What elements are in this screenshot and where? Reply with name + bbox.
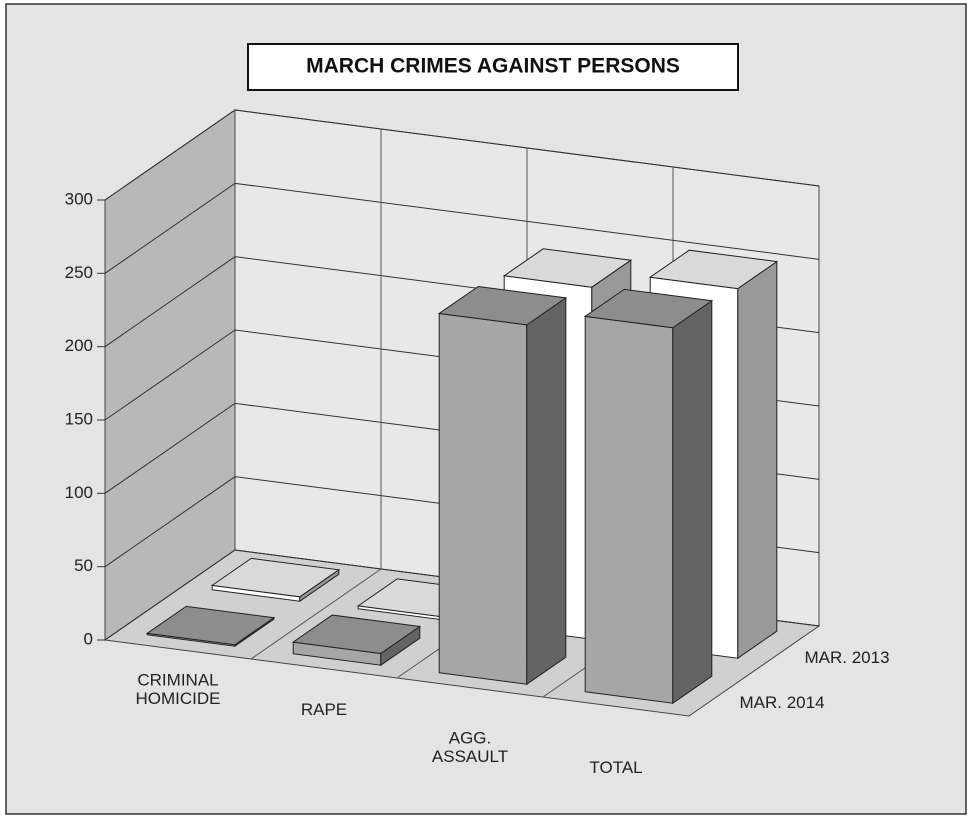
x-tick-label: AGG. ASSAULT — [432, 729, 508, 767]
grid-line — [104, 182, 820, 274]
y-tick-label: 300 — [65, 189, 93, 208]
legend-label: MAR. 2013 — [805, 648, 890, 667]
y-tick-label: 0 — [84, 629, 93, 648]
bar — [145, 605, 276, 648]
y-tick-label: 50 — [74, 556, 93, 575]
bar — [583, 288, 714, 705]
y-tick-label: 200 — [65, 336, 93, 355]
y-tick-label: 150 — [65, 409, 93, 428]
bar-top — [583, 288, 714, 329]
y-tick-label: 100 — [65, 483, 93, 502]
x-tick-label-line: ASSAULT — [432, 748, 508, 767]
grid-line — [104, 109, 820, 201]
bar — [210, 557, 341, 603]
bar-top — [648, 249, 779, 290]
bar-front — [438, 312, 528, 685]
bar — [437, 285, 568, 686]
bar — [291, 614, 422, 667]
bar-side — [672, 299, 713, 705]
category-divider — [250, 129, 382, 660]
legend-label: MAR. 2014 — [740, 693, 825, 712]
title-box — [247, 43, 739, 91]
bar-top — [291, 614, 422, 654]
bar-top — [437, 285, 568, 326]
x-tick-label: RAPE — [301, 700, 347, 719]
x-tick-label-line: CRIMINAL — [137, 671, 218, 690]
y-tick-label: 250 — [65, 263, 93, 282]
bar-top — [210, 557, 341, 598]
x-tick-label-line: HOMICIDE — [136, 690, 221, 709]
bar-side — [737, 260, 778, 660]
bar-top — [502, 248, 633, 288]
x-tick-label: TOTAL — [589, 758, 642, 777]
x-tick-label-line: AGG. — [449, 729, 492, 748]
bar-top — [145, 605, 276, 646]
bar-side — [526, 296, 567, 686]
chart-title: MARCH CRIMES AGAINST PERSONS — [306, 55, 680, 78]
bar-front — [584, 315, 674, 704]
x-tick-label: CRIMINAL HOMICIDE — [136, 671, 221, 709]
